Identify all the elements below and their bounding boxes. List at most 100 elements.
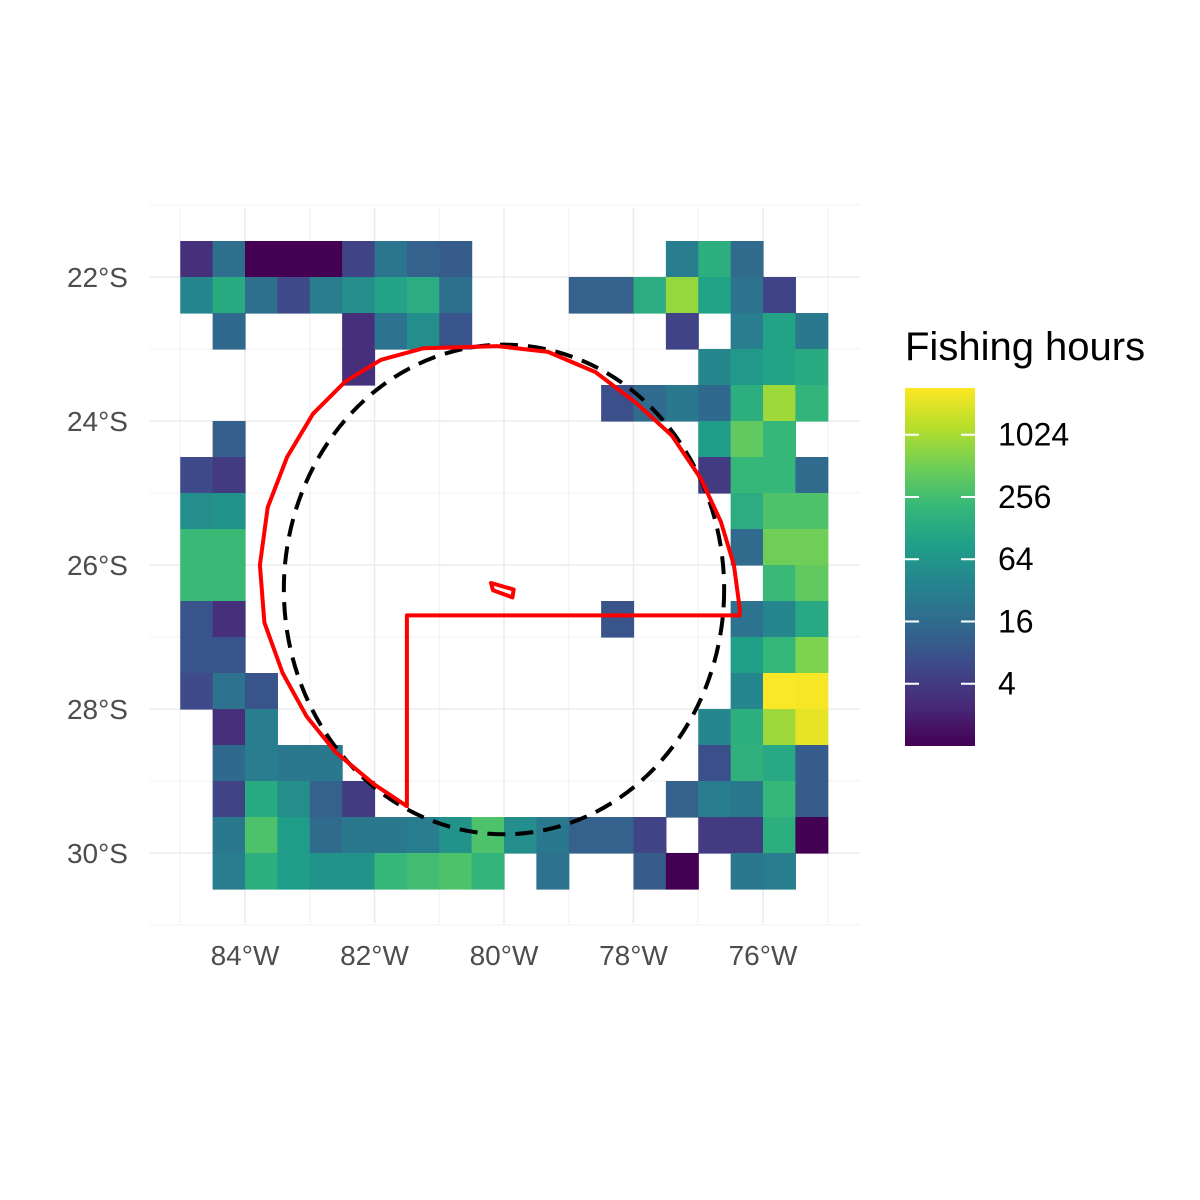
legend-label: 16 (998, 603, 1034, 639)
heatmap-cell (374, 817, 408, 854)
heatmap-cell (212, 529, 246, 566)
heatmap-cell (795, 637, 829, 674)
heatmap-cell (180, 601, 214, 638)
heatmap-cell (730, 385, 764, 422)
heatmap-cell (406, 313, 440, 350)
heatmap-cell (212, 673, 246, 710)
heatmap-cell (698, 745, 732, 782)
heatmap-cell (763, 493, 796, 530)
heatmap-cell (212, 637, 246, 674)
heatmap-cell (730, 709, 764, 746)
heatmap-cell (763, 601, 796, 638)
heatmap-cell (180, 637, 214, 674)
heatmap-cell (763, 349, 796, 386)
heatmap-cell (277, 241, 311, 278)
heatmap-cell (763, 853, 796, 890)
heatmap-cell (698, 385, 732, 422)
heatmap-cell (763, 709, 796, 746)
heatmap-cell (212, 745, 246, 782)
island-outline (489, 581, 516, 600)
heatmap-cell (212, 493, 246, 530)
legend-label: 4 (998, 666, 1016, 702)
heatmap-cell (180, 277, 214, 314)
heatmap-cell (730, 421, 764, 458)
heatmap-cell (277, 817, 311, 854)
heatmap-cell (601, 817, 635, 854)
eez-dashed-circle (281, 342, 727, 837)
boundaries (257, 342, 742, 837)
heatmap-cell (342, 313, 376, 350)
heatmap-cell (795, 745, 829, 782)
heatmap-cell (277, 745, 311, 782)
heatmap-cell (374, 853, 408, 890)
heatmap-cell (245, 817, 278, 854)
heatmap-cell (180, 673, 214, 710)
heatmap-cell (730, 349, 764, 386)
heatmap-cell (245, 781, 278, 818)
y-axis-labels: 22°S 24°S 26°S 28°S 30°S (67, 262, 128, 869)
heatmap-cell (309, 781, 343, 818)
heatmap-cell (212, 565, 246, 602)
heatmap-cell (439, 241, 473, 278)
x-tick-label: 84°W (211, 940, 280, 971)
heatmap-cells (180, 241, 829, 890)
heatmap-cell (633, 277, 667, 314)
heatmap-cell (763, 529, 796, 566)
heatmap-cell (795, 601, 829, 638)
heatmap-cell (212, 277, 246, 314)
heatmap-cell (212, 817, 246, 854)
heatmap-cell (763, 565, 796, 602)
heatmap-cell (212, 853, 246, 890)
heatmap-cell (763, 385, 796, 422)
heatmap-cell (601, 277, 635, 314)
legend-label: 256 (998, 479, 1051, 515)
heatmap-cell (795, 349, 829, 386)
heatmap-cell (763, 313, 796, 350)
heatmap-cell (795, 313, 829, 350)
x-tick-label: 78°W (599, 940, 668, 971)
heatmap-cell (277, 277, 311, 314)
heatmap-cell (730, 601, 764, 638)
legend-label: 64 (998, 541, 1034, 577)
heatmap-cell (406, 853, 440, 890)
heatmap-cell (374, 277, 408, 314)
heatmap-cell (730, 817, 764, 854)
heatmap-cell (374, 313, 408, 350)
heatmap-cell (730, 493, 764, 530)
heatmap-cell (342, 241, 376, 278)
heatmap-cell (342, 781, 376, 818)
heatmap-cell (763, 781, 796, 818)
heatmap-cell (698, 421, 732, 458)
heatmap-cell (795, 457, 829, 494)
heatmap-cell (309, 241, 343, 278)
heatmap-cell (245, 853, 278, 890)
heatmap-cell (665, 277, 699, 314)
heatmap-cell (309, 853, 343, 890)
heatmap-cell (245, 745, 278, 782)
heatmap-cell (730, 853, 764, 890)
heatmap-cell (665, 781, 699, 818)
heatmap-cell (698, 241, 732, 278)
heatmap-cell (406, 277, 440, 314)
heatmap-cell (698, 277, 732, 314)
legend-title: Fishing hours (905, 325, 1145, 369)
legend-label: 1024 (998, 417, 1069, 453)
heatmap-cell (763, 817, 796, 854)
mpa-outline (257, 344, 742, 809)
heatmap-cell (730, 745, 764, 782)
heatmap-cell (795, 529, 829, 566)
heatmap-cell (665, 241, 699, 278)
y-tick-label: 22°S (67, 262, 128, 293)
heatmap-cell (795, 493, 829, 530)
heatmap-cell (439, 817, 473, 854)
heatmap-cell (763, 277, 796, 314)
heatmap-cell (601, 601, 635, 638)
heatmap-cell (795, 817, 829, 854)
heatmap-cell (439, 313, 473, 350)
y-tick-label: 24°S (67, 406, 128, 437)
heatmap-cell (180, 493, 214, 530)
heatmap-cell (406, 241, 440, 278)
heatmap-cell (439, 277, 473, 314)
heatmap-cell (730, 241, 764, 278)
heatmap-cell (342, 853, 376, 890)
